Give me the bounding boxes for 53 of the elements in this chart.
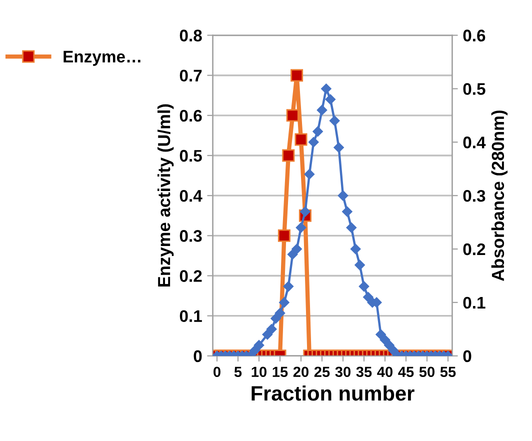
x-tick-label: 5: [234, 366, 242, 378]
x-tick-label: 0: [214, 366, 220, 378]
point: [316, 104, 328, 116]
point: [321, 84, 332, 94]
legend-label: Enzyme…: [64, 50, 140, 66]
y-tick-label: 0.8: [180, 30, 202, 42]
x-axis-title: Fraction number: [252, 385, 414, 401]
y-tick-label: 0.4: [180, 190, 202, 202]
y2-axis-title: Absorbance (280nm): [491, 110, 508, 282]
y2-tick-label: 0.6: [463, 30, 486, 42]
y2-tick-label: 0: [463, 350, 472, 362]
y-axis-title: Enzyme activity (U/ml): [157, 104, 174, 287]
point: [304, 169, 315, 180]
point: [354, 260, 365, 270]
x-tick-label: 15: [272, 366, 288, 378]
y-tick-label: 0.5: [180, 150, 202, 162]
x-tick-label: 20: [293, 366, 309, 378]
x-tick-label: 40: [377, 366, 393, 378]
y2-tick-label: 0.2: [463, 243, 486, 256]
point: [282, 149, 295, 162]
x-tick-label: 55: [440, 366, 456, 378]
x-tick-label: 45: [398, 366, 414, 378]
point: [325, 94, 336, 105]
point: [342, 206, 352, 217]
point: [294, 133, 308, 146]
x-tick-label: 50: [419, 366, 435, 378]
point: [290, 69, 304, 82]
y-tick-label: 0.2: [180, 270, 202, 282]
point: [350, 244, 361, 254]
point: [338, 190, 348, 201]
point: [296, 222, 306, 233]
point: [278, 229, 290, 242]
point: [334, 142, 344, 153]
y-tick-label: 0.3: [180, 230, 202, 242]
x-tick-label: 10: [252, 366, 267, 378]
x-tick-label: 35: [356, 366, 372, 378]
y2-tick-label: 0.3: [463, 190, 486, 202]
x-tick-label: 25: [314, 366, 330, 378]
point: [329, 116, 340, 126]
y2-tick-label: 0.5: [463, 83, 486, 95]
y-tick-label: 0.7: [180, 70, 202, 82]
y2-tick-label: 0.4: [463, 136, 486, 148]
point: [286, 109, 299, 122]
point: [312, 126, 323, 137]
point: [346, 222, 357, 233]
y-tick-label: 0.1: [180, 310, 202, 322]
point: [308, 137, 319, 148]
y2-tick-label: 0.1: [463, 296, 486, 309]
y-tick-label: 0.6: [180, 110, 202, 122]
y-tick-label: 0: [194, 350, 202, 362]
point: [292, 244, 302, 254]
point: [300, 206, 310, 217]
x-tick-label: 30: [335, 366, 351, 378]
